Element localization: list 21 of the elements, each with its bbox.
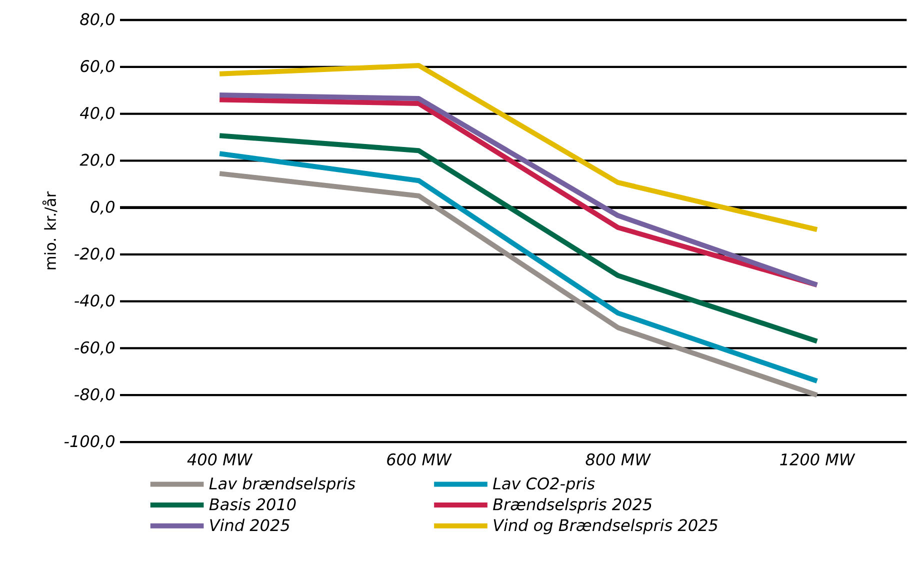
legend-label: Basis 2010 — [209, 498, 296, 510]
legend-label: Vind 2025 — [210, 518, 290, 532]
y-tick-label: 20,0 — [80, 154, 114, 168]
y-axis-title: mio. kr./år — [42, 191, 58, 270]
y-tick-label: -20,0 — [74, 248, 114, 262]
legend-label: Lav brændselspris — [209, 477, 356, 493]
y-tick-label: -40,0 — [74, 294, 114, 308]
legend-label: Lav CO2-pris — [493, 477, 595, 493]
y-tick-label: 60,0 — [80, 60, 114, 74]
y-tick-label: 40,0 — [80, 106, 114, 121]
y-tick-label: -100,0 — [64, 435, 114, 449]
x-tick-label: 1200 MW — [780, 453, 856, 466]
x-tick-label: 600 MW — [387, 453, 452, 466]
y-tick-label: 0,0 — [90, 200, 114, 214]
legend-label: Brændselspris 2025 — [493, 498, 652, 514]
legend-label: Vind og Brændselspris 2025 — [494, 518, 718, 534]
y-tick-label: -80,0 — [74, 388, 114, 402]
x-tick-label: 800 MW — [586, 453, 651, 466]
y-tick-label: 80,0 — [80, 13, 114, 27]
y-tick-label: -60,0 — [74, 341, 114, 356]
x-tick-label: 400 MW — [187, 453, 253, 466]
